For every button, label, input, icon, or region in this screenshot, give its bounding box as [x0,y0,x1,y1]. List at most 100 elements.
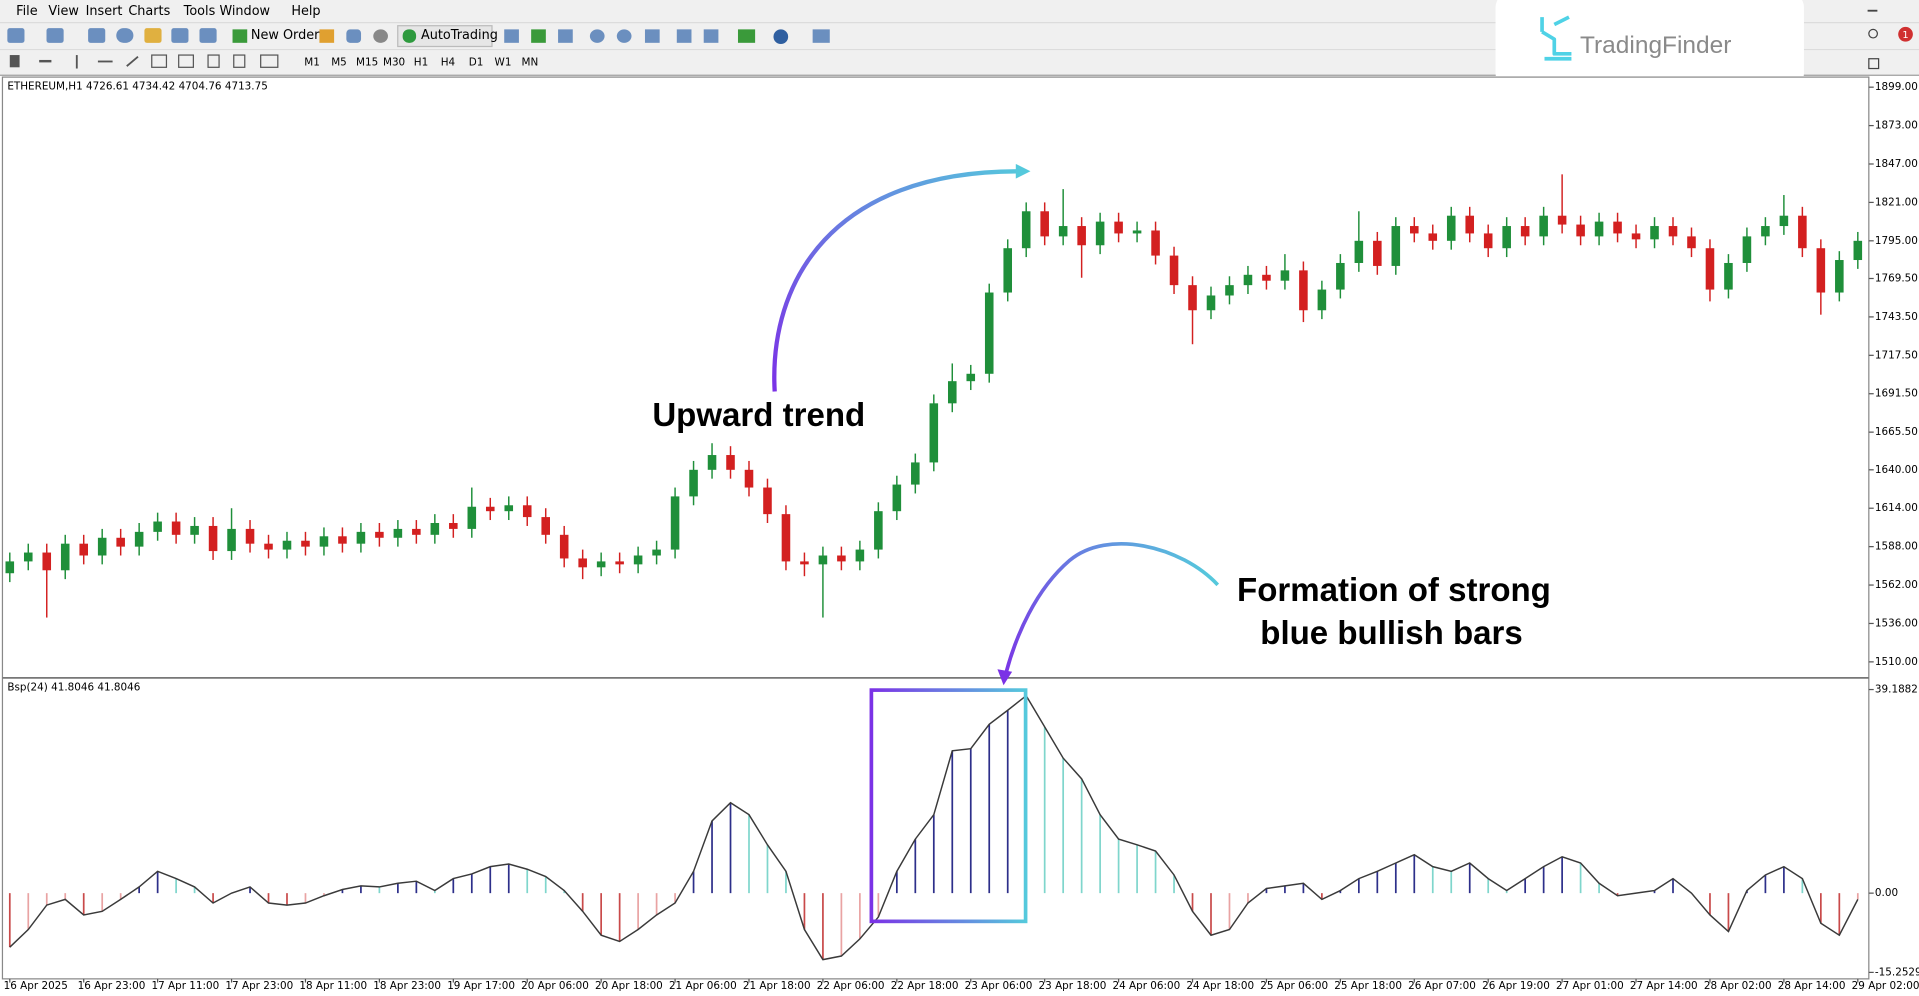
menu-item[interactable]: Window [219,4,270,19]
candle-body [874,511,883,550]
alert-count: 1 [1902,30,1908,41]
autotrading-button[interactable] [397,25,493,48]
autotrading-label[interactable]: AutoTrading [421,28,498,43]
icon[interactable] [126,55,139,67]
y-tick-label: 1536.00 [1875,617,1918,629]
restore[interactable] [1868,58,1880,70]
candle-body [467,506,477,529]
menu-item[interactable]: File [16,4,38,19]
candle-body [1502,226,1511,249]
candle-body [578,558,587,568]
candle-body [1317,289,1327,311]
timeframe-button[interactable]: M30 [383,56,405,68]
timeframe-button[interactable]: W1 [495,56,512,68]
candle-body [1095,221,1105,246]
icon[interactable] [207,54,220,68]
candle-body [1779,215,1789,227]
icon[interactable] [199,28,217,43]
icon[interactable] [75,55,78,69]
menu-item[interactable]: Tools [183,4,216,19]
alert-badge[interactable] [1898,26,1913,42]
annotation: Upward trend [652,397,865,434]
x-tick-label: 18 Apr 11:00 [299,980,367,992]
candle-body [929,403,939,463]
icon[interactable] [346,29,362,43]
candle-body [1631,233,1641,240]
chart-header: ETHEREUM,H1 4726.61 4734.42 4704.76 4713… [7,80,267,92]
icon[interactable] [97,60,113,63]
indicator-header: Bsp(24) 41.8046 41.8046 [7,682,140,694]
candle-body [726,455,735,470]
candle-body [1835,260,1844,293]
candle-body [522,505,532,518]
candle-body [1816,248,1826,293]
timeframe-button[interactable]: MN [522,56,539,68]
minimize[interactable] [1867,9,1878,12]
candle-body [412,528,421,535]
icon[interactable] [39,59,52,63]
x-tick-label: 20 Apr 18:00 [595,980,663,992]
icon[interactable] [116,28,134,43]
timeframe-button[interactable]: H4 [441,56,456,68]
icon[interactable] [233,54,246,68]
timeframe-button[interactable]: H1 [414,56,428,68]
candle-body [541,517,550,535]
candle-body [966,373,976,382]
menu-item[interactable]: Help [291,4,320,19]
arrow-head [1015,163,1031,179]
icon[interactable] [151,54,168,68]
highlight-box [869,688,1028,924]
menu-item[interactable]: Charts [128,4,170,19]
candle-body [763,487,772,515]
trend-arrow [772,169,1019,392]
icon[interactable] [319,29,335,43]
icon[interactable] [9,55,20,68]
candle-body [1280,270,1290,281]
timeframe-button[interactable]: M15 [356,56,378,68]
menu-item[interactable]: View [48,4,78,19]
icon[interactable] [260,54,279,68]
y-tick-label: 1899.00 [1875,81,1918,93]
candle-body [301,540,310,547]
timeframe-button[interactable]: D1 [469,56,484,68]
y-tick-label: -15.2529 [1875,966,1919,978]
icon[interactable] [558,29,573,43]
timeframe-button[interactable]: M5 [331,56,347,68]
x-tick-label: 21 Apr 06:00 [669,980,737,992]
candle-body [1391,226,1401,266]
new-order-label[interactable]: New Order [251,28,320,43]
icon[interactable] [178,54,194,68]
candle-body [800,561,809,565]
icon[interactable] [373,29,388,43]
icon[interactable] [737,29,756,43]
indicator-line [9,694,1859,961]
icon[interactable] [88,28,106,43]
icon[interactable] [144,28,162,43]
candle-body [116,537,125,547]
icon[interactable] [171,28,189,43]
icon[interactable] [7,28,25,43]
candle-body [430,522,440,535]
icon[interactable] [773,29,789,45]
candle-body [97,537,107,556]
timeframe-button[interactable]: M1 [304,56,320,68]
menu-item[interactable]: Insert [86,4,123,19]
icon[interactable] [616,29,632,43]
chart-frame [1,76,1870,980]
y-tick-label: 1821.00 [1875,196,1918,208]
candle-body [947,381,957,404]
icon[interactable] [531,29,546,43]
candle-body [855,549,865,562]
icon[interactable] [589,29,605,43]
icon[interactable] [644,29,660,43]
icon[interactable] [46,28,64,43]
candle-body [171,521,181,535]
candle-body [338,536,347,544]
search-icon[interactable] [1868,28,1879,39]
icon[interactable] [703,29,719,43]
icon[interactable] [504,29,519,43]
y-tick-label: 1795.00 [1875,235,1918,247]
icon[interactable] [812,29,830,43]
icon[interactable] [676,29,692,43]
